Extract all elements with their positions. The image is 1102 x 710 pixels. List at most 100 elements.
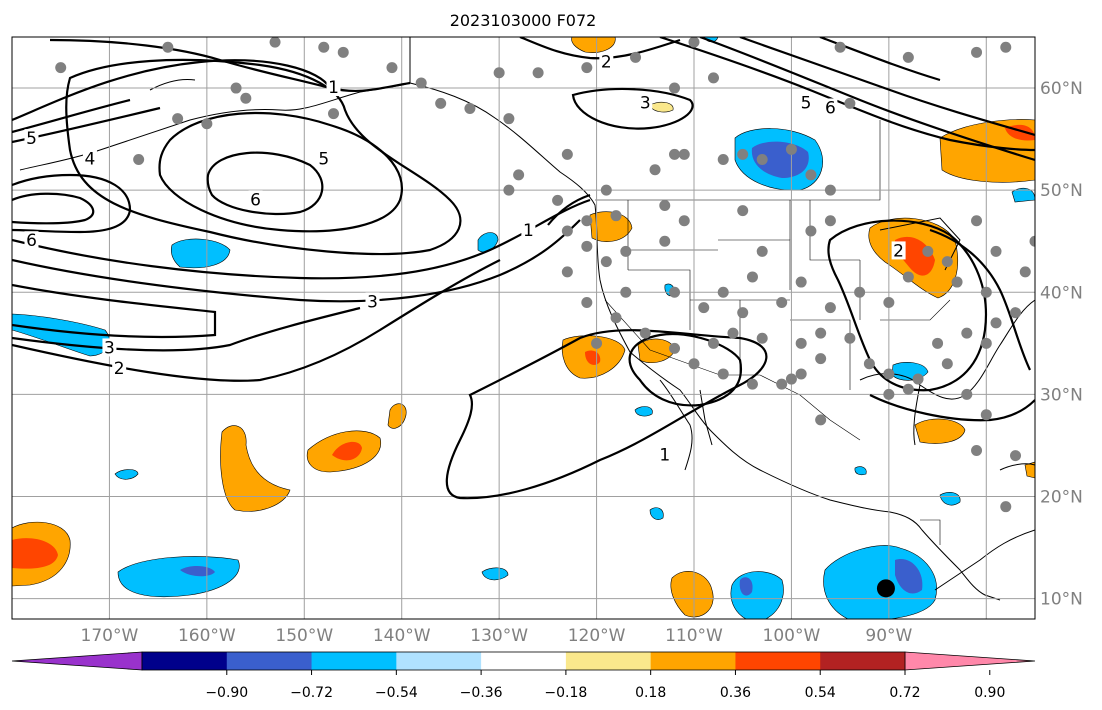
station-marker xyxy=(980,337,992,349)
station-marker xyxy=(240,92,252,104)
station-marker xyxy=(1000,41,1012,53)
weak-positive-anomaly-region xyxy=(649,101,674,113)
station-marker xyxy=(630,51,642,63)
station-marker xyxy=(727,327,739,339)
station-marker xyxy=(669,82,681,94)
latitude-label: 10°N xyxy=(1040,590,1083,610)
contour-label: 5 xyxy=(26,129,37,149)
colorbar-tick-label: −0.72 xyxy=(290,685,333,701)
colorbar-tick-label: 0.36 xyxy=(720,685,751,701)
station-marker xyxy=(688,358,700,370)
contour-label-background xyxy=(823,98,838,117)
station-marker xyxy=(902,383,914,395)
station-marker xyxy=(133,154,145,166)
station-marker xyxy=(844,332,856,344)
contour-label-background xyxy=(599,52,614,71)
colorbar-extend-high xyxy=(904,651,1036,671)
contour-label-background xyxy=(891,241,906,260)
highlight-point-marker xyxy=(876,579,895,598)
station-marker xyxy=(941,358,953,370)
station-marker xyxy=(785,373,797,385)
colorbar-segment xyxy=(142,652,228,670)
contour-label-background xyxy=(638,93,653,112)
station-marker xyxy=(951,276,963,288)
contour-label-background xyxy=(365,292,380,311)
positive-anomaly-region xyxy=(914,418,966,444)
station-markers xyxy=(55,37,1035,513)
station-marker xyxy=(600,256,612,268)
colorbar-segment xyxy=(820,652,906,670)
station-marker xyxy=(922,245,934,257)
station-marker xyxy=(581,240,593,252)
station-marker xyxy=(844,97,856,109)
colorbar-segment xyxy=(650,652,736,670)
station-marker xyxy=(678,148,690,160)
colorbar-tick-label: 0.72 xyxy=(889,685,920,701)
latitude-label: 40°N xyxy=(1040,283,1083,303)
station-marker xyxy=(561,225,573,237)
station-marker xyxy=(717,286,729,298)
station-marker xyxy=(961,327,973,339)
station-marker xyxy=(795,276,807,288)
station-marker xyxy=(834,41,846,53)
colorbar-tick-label: −0.90 xyxy=(205,685,248,701)
station-marker xyxy=(717,368,729,380)
contour-label: 2 xyxy=(601,53,612,73)
station-marker xyxy=(883,368,895,380)
negative-anomaly-region xyxy=(854,466,867,476)
negative-anomaly-region xyxy=(170,238,231,269)
station-marker xyxy=(717,154,729,166)
station-marker xyxy=(162,41,174,53)
station-marker xyxy=(756,154,768,166)
station-marker xyxy=(659,199,671,211)
contour-label: 2 xyxy=(114,359,125,379)
station-marker xyxy=(756,245,768,257)
station-marker xyxy=(230,82,242,94)
station-marker xyxy=(756,332,768,344)
contour-label: 3 xyxy=(104,338,115,358)
station-marker xyxy=(902,271,914,283)
contour-label-background xyxy=(326,78,341,97)
latitude-label: 60°N xyxy=(1040,79,1083,99)
figure-title: 2023103000 F072 xyxy=(450,11,597,30)
contour-label-background xyxy=(82,149,97,168)
contour-label: 1 xyxy=(659,446,670,466)
contour-label: 5 xyxy=(801,93,812,113)
colorbar-tick-label: −0.18 xyxy=(544,685,587,701)
station-marker xyxy=(824,302,836,314)
negative-anomaly-region xyxy=(634,406,653,417)
station-marker xyxy=(415,77,427,89)
station-marker xyxy=(581,215,593,227)
station-marker xyxy=(941,256,953,268)
station-marker xyxy=(610,210,622,222)
station-marker xyxy=(815,327,827,339)
negative-anomaly-region xyxy=(477,232,499,253)
station-marker xyxy=(1019,266,1031,278)
station-marker xyxy=(883,388,895,400)
negative-anomaly-region xyxy=(117,556,240,598)
station-marker xyxy=(932,337,944,349)
station-marker xyxy=(503,113,515,125)
contour-label-background xyxy=(24,231,39,250)
station-marker xyxy=(746,271,758,283)
colorbar-tick-label: 0.18 xyxy=(635,685,666,701)
station-marker xyxy=(561,266,573,278)
positive-anomaly-region xyxy=(571,37,616,53)
station-marker xyxy=(707,337,719,349)
contour-label: 6 xyxy=(26,231,37,251)
contour-label: 6 xyxy=(825,98,836,118)
station-marker xyxy=(328,108,340,120)
contour-label: 3 xyxy=(640,93,651,113)
colorbar-segment xyxy=(565,652,652,670)
contour-label-background xyxy=(799,93,814,112)
colorbar-segment xyxy=(396,652,482,670)
station-marker xyxy=(863,358,875,370)
contour-label-background xyxy=(102,338,117,357)
station-marker xyxy=(678,215,690,227)
contour-label-background xyxy=(112,358,127,377)
station-marker xyxy=(746,378,758,390)
colorbar-segment xyxy=(481,652,567,670)
station-marker xyxy=(659,235,671,247)
